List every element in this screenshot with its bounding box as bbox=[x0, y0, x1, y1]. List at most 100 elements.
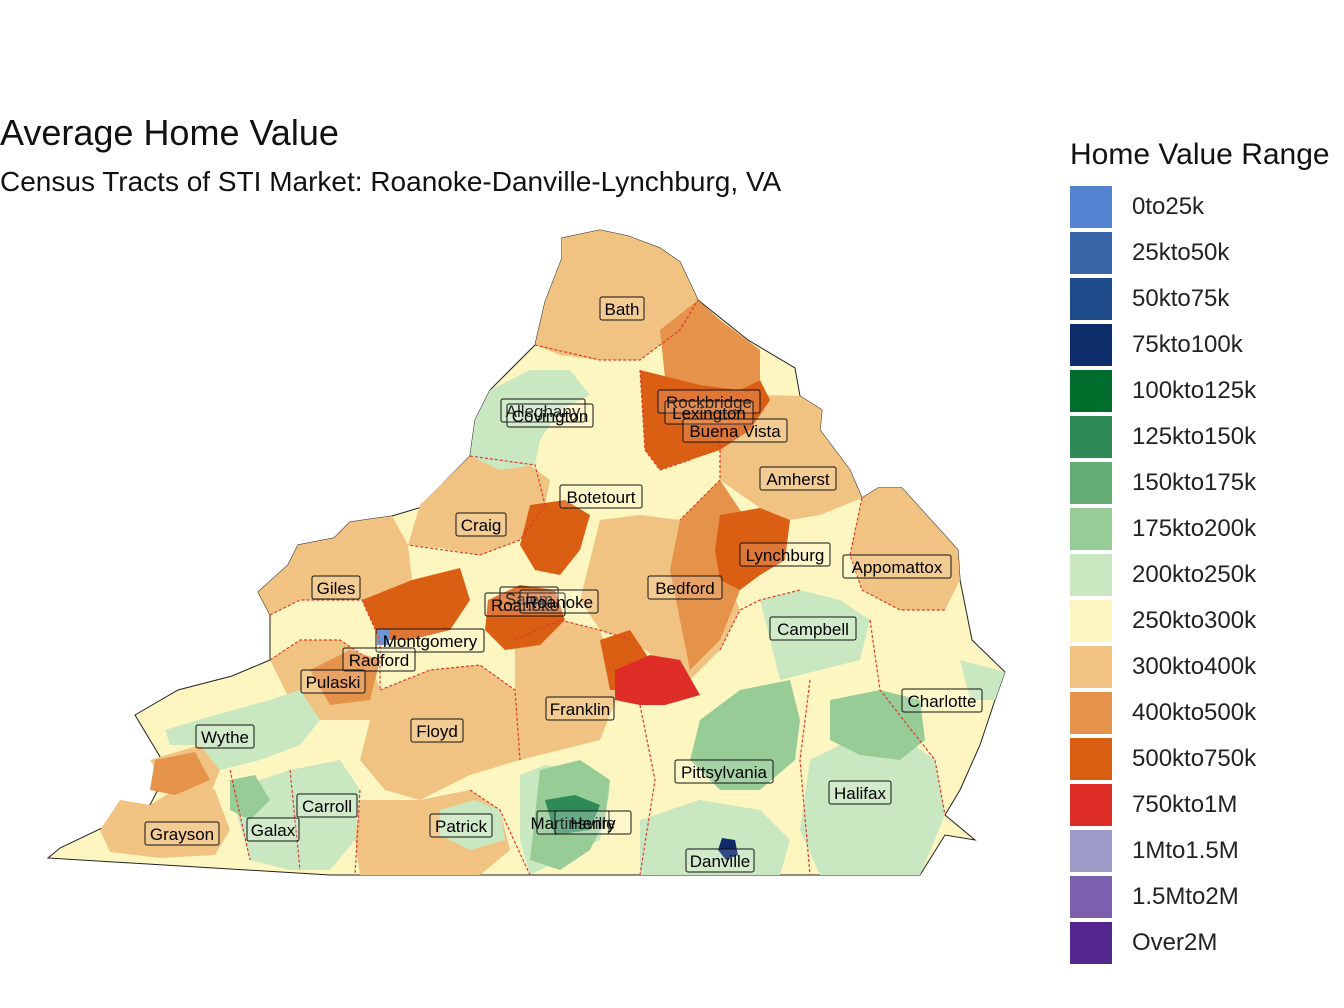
campbell-area bbox=[760, 590, 870, 680]
legend-swatch bbox=[1070, 416, 1112, 458]
svg-text:Charlotte: Charlotte bbox=[908, 692, 977, 711]
legend-swatch bbox=[1070, 370, 1112, 412]
bedford-label: Bedford bbox=[647, 575, 723, 600]
border-line bbox=[849, 497, 945, 611]
legend-item: 25kto50k bbox=[1070, 230, 1344, 276]
roanoke-core bbox=[485, 585, 565, 650]
legend-swatch bbox=[1070, 232, 1112, 274]
svg-text:Halifax: Halifax bbox=[834, 784, 886, 803]
legend-label: 50kto75k bbox=[1132, 285, 1230, 312]
roanoke-county-label: Roanoke bbox=[484, 592, 566, 617]
henry-label: Henry bbox=[554, 810, 632, 835]
svg-text:Appomattox: Appomattox bbox=[852, 558, 943, 577]
legend-label: 25kto50k bbox=[1132, 239, 1230, 266]
pittsylvania-label: Pittsylvania bbox=[674, 759, 774, 784]
legend-label: 175kto200k bbox=[1132, 515, 1257, 542]
legend-swatch bbox=[1070, 324, 1112, 366]
svg-text:Bedford: Bedford bbox=[655, 579, 715, 598]
border-line bbox=[469, 789, 531, 876]
border-line bbox=[514, 619, 631, 641]
legend-label: 100kto125k bbox=[1132, 377, 1257, 404]
svg-text:Danville: Danville bbox=[690, 852, 750, 871]
legend-item: 1.5Mto2M bbox=[1070, 874, 1344, 920]
legend-swatch bbox=[1070, 600, 1112, 642]
county-borders bbox=[229, 299, 946, 876]
halifax-mid bbox=[830, 690, 925, 760]
svg-text:Pittsylvania: Pittsylvania bbox=[681, 763, 768, 782]
svg-text:Botetourt: Botetourt bbox=[567, 488, 636, 507]
legend-item: 300kto400k bbox=[1070, 644, 1344, 690]
grayson-high bbox=[150, 752, 210, 795]
legend-item: 75kto100k bbox=[1070, 322, 1344, 368]
giles-area bbox=[258, 516, 412, 615]
map-title: Average Home Value bbox=[0, 112, 339, 153]
fill-750k-1m bbox=[615, 655, 700, 705]
halifax-area bbox=[800, 735, 945, 875]
legend-item: 50kto75k bbox=[1070, 276, 1344, 322]
grayson-area bbox=[100, 780, 230, 858]
svg-text:Lexington: Lexington bbox=[672, 404, 746, 423]
svg-text:Salem: Salem bbox=[505, 590, 553, 609]
carroll-label: Carroll bbox=[296, 793, 358, 818]
halifax-label: Halifax bbox=[828, 780, 892, 805]
map-subtitle: Census Tracts of STI Market: Roanoke-Dan… bbox=[0, 166, 782, 197]
martinsville-core bbox=[545, 795, 600, 835]
svg-text:Bath: Bath bbox=[605, 300, 640, 319]
franklin-label: Franklin bbox=[545, 696, 615, 721]
franklin-area bbox=[515, 620, 620, 760]
legend-label: 400kto500k bbox=[1132, 699, 1257, 726]
fill-125-150k bbox=[545, 795, 600, 835]
legend-swatch bbox=[1070, 692, 1112, 734]
svg-text:Buena Vista: Buena Vista bbox=[689, 422, 781, 441]
alleghany-label: Alleghany bbox=[500, 398, 586, 423]
legend-item: 1Mto1.5M bbox=[1070, 828, 1344, 874]
amherst-label: Amherst bbox=[759, 466, 837, 491]
danville-label: Danville bbox=[685, 848, 755, 873]
legend-label: 200kto250k bbox=[1132, 561, 1257, 588]
legend-swatch bbox=[1070, 784, 1112, 826]
legend-item: 750kto1M bbox=[1070, 782, 1344, 828]
buena-vista-label: Buena Vista bbox=[682, 418, 788, 443]
botetourt-core bbox=[520, 500, 590, 575]
legend-swatch bbox=[1070, 508, 1112, 550]
legend-label: 1Mto1.5M bbox=[1132, 837, 1239, 864]
svg-text:Amherst: Amherst bbox=[766, 470, 830, 489]
legend-label: 250kto300k bbox=[1132, 607, 1257, 634]
lynchburg-label: Lynchburg bbox=[739, 542, 831, 567]
legend-swatch bbox=[1070, 554, 1112, 596]
floyd-area bbox=[360, 665, 520, 800]
legend-item: 175kto200k bbox=[1070, 506, 1344, 552]
border-line bbox=[354, 789, 361, 876]
radford-label: Radford bbox=[342, 647, 416, 672]
svg-text:Floyd: Floyd bbox=[416, 722, 458, 741]
legend-swatch bbox=[1070, 186, 1112, 228]
legend-label: 75kto100k bbox=[1132, 331, 1243, 358]
svg-text:Carroll: Carroll bbox=[302, 797, 352, 816]
region-map: Bath Alleghany Covington Rockbridge Lexi… bbox=[46, 229, 1006, 876]
appomattox-label: Appomattox bbox=[842, 554, 952, 579]
legend-swatch bbox=[1070, 462, 1112, 504]
lynchburg-core bbox=[715, 508, 790, 590]
fill-500-750k bbox=[362, 370, 790, 690]
legend-item: Over2M bbox=[1070, 920, 1344, 966]
legend-label: 300kto400k bbox=[1132, 653, 1257, 680]
border-line bbox=[639, 369, 691, 471]
border-line bbox=[289, 769, 301, 871]
pittsylvania-south bbox=[640, 800, 790, 875]
svg-text:Henry: Henry bbox=[570, 814, 616, 833]
roanoke-city-label: Roanoke bbox=[519, 589, 599, 614]
legend-swatch bbox=[1070, 738, 1112, 780]
border-line bbox=[869, 619, 946, 816]
legend-label: 150kto175k bbox=[1132, 469, 1257, 496]
rockbridge-core bbox=[640, 370, 770, 470]
legend-label: Over2M bbox=[1132, 929, 1218, 956]
svg-text:Campbell: Campbell bbox=[777, 620, 849, 639]
wythe-area bbox=[165, 690, 320, 770]
giles-label: Giles bbox=[311, 575, 361, 600]
legend-item: 200kto250k bbox=[1070, 552, 1344, 598]
border-line bbox=[534, 299, 699, 361]
covington-label: Covington bbox=[506, 403, 594, 428]
legend-item: 400kto500k bbox=[1070, 690, 1344, 736]
svg-text:Alleghany: Alleghany bbox=[506, 402, 581, 421]
montgomery-core bbox=[362, 568, 470, 640]
